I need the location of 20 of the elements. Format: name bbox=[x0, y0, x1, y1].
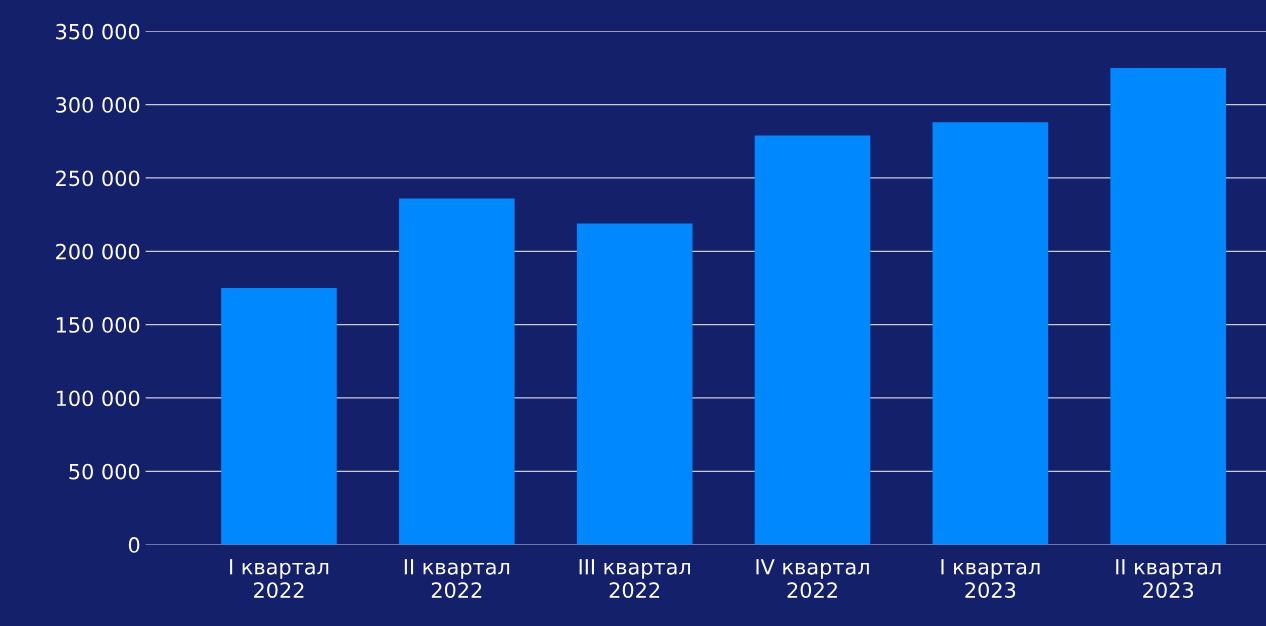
bar bbox=[221, 287, 337, 545]
bar bbox=[754, 135, 871, 545]
y-tick-label: 200 000 bbox=[56, 243, 140, 260]
x-tick-label: I квартал 2022 bbox=[230, 559, 329, 598]
x-tick-label: IV квартал 2022 bbox=[756, 559, 869, 598]
y-tick-label: 250 000 bbox=[56, 170, 140, 187]
x-tick-label: II квартал 2023 bbox=[1116, 559, 1221, 598]
x-tick-label: I квартал 2023 bbox=[941, 559, 1040, 598]
y-tick-label: 0 bbox=[128, 537, 140, 553]
bar bbox=[399, 198, 515, 545]
bar bbox=[576, 223, 693, 545]
x-tick-label: II квартал 2022 bbox=[404, 559, 510, 598]
y-tick-label: 150 000 bbox=[56, 317, 140, 333]
bar bbox=[1110, 67, 1226, 545]
x-tick-label: III квартал 2022 bbox=[579, 559, 690, 598]
y-tick-label: 50 000 bbox=[69, 463, 140, 480]
bar bbox=[932, 122, 1049, 545]
y-tick-label: 300 000 bbox=[56, 97, 140, 113]
y-tick-label: 100 000 bbox=[56, 390, 140, 407]
y-tick-label: 350 000 bbox=[56, 23, 140, 40]
